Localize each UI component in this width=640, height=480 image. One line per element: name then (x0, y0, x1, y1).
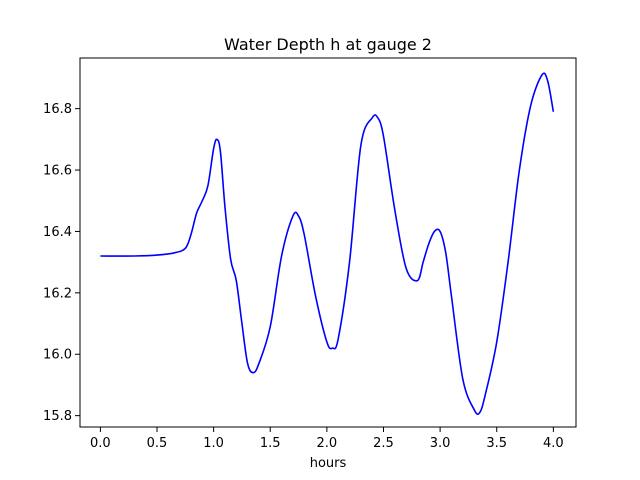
x-tick-label: 3.5 (486, 436, 507, 451)
y-tick-label: 16.2 (43, 286, 72, 301)
y-tick-label: 15.8 (43, 409, 72, 424)
x-tick-label: 4.0 (543, 436, 564, 451)
x-tick-label: 0.0 (90, 436, 111, 451)
x-tick-label: 0.5 (147, 436, 168, 451)
x-axis-label: hours (310, 456, 347, 471)
x-tick-label: 2.5 (373, 436, 394, 451)
y-tick-label: 16.8 (43, 102, 72, 117)
x-tick-label: 1.5 (260, 436, 281, 451)
x-tick-label: 2.0 (317, 436, 338, 451)
series-line (100, 72, 555, 415)
x-tick-label: 3.0 (430, 436, 451, 451)
plot-frame (79, 57, 577, 428)
y-tick-label: 16.4 (43, 225, 72, 240)
y-tick-label: 16.6 (43, 164, 72, 179)
y-tick-label: 16.0 (43, 348, 72, 363)
y-axis: 15.8 16.0 16.2 16.4 16.6 16.8 (43, 102, 80, 424)
x-axis: 0.0 0.5 1.0 1.5 2.0 2.5 3.0 3.5 4.0 (90, 427, 564, 451)
x-tick-label: 1.0 (203, 436, 224, 451)
plot-area (100, 72, 555, 415)
chart-title: Water Depth h at gauge 2 (224, 35, 432, 54)
